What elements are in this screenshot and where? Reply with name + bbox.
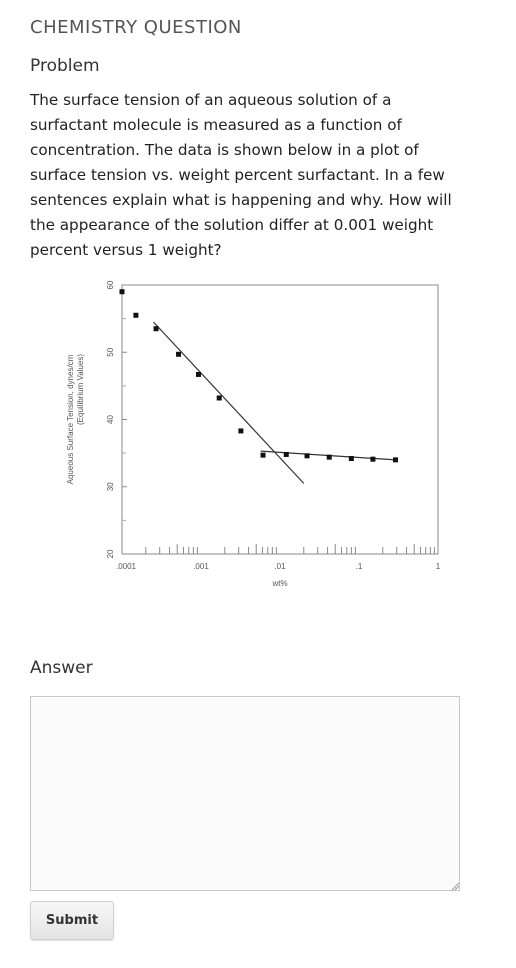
data-point (283, 451, 289, 457)
data-point (393, 457, 399, 463)
y-tick-label: 50 (106, 347, 115, 356)
x-axis-label: wt% (271, 579, 287, 588)
y-tick-label: 20 (106, 549, 115, 558)
data-point (153, 326, 159, 332)
x-tick-label: .001 (193, 562, 209, 571)
y-tick-label: 60 (106, 280, 115, 289)
answer-heading: Answer (30, 658, 93, 678)
answer-textarea[interactable] (30, 696, 460, 891)
page-title: CHEMISTRY QUESTION (30, 17, 242, 38)
submit-button[interactable]: Submit (30, 901, 114, 940)
x-tick-label: 1 (436, 562, 441, 571)
x-tick-label: .01 (274, 562, 286, 571)
surface-tension-chart: 20 30 40 50 60 .0001 .001 .01 .1 1 wt% Aqueous Surf… (66, 280, 441, 588)
fit-line (152, 321, 305, 484)
question-text: The surface tension of an aqueous soluti… (30, 91, 452, 259)
data-point (119, 289, 125, 295)
problem-heading: Problem (30, 56, 100, 76)
data-point (260, 452, 266, 458)
data-point (348, 456, 354, 462)
data-point (176, 351, 182, 357)
data-point (196, 371, 202, 377)
data-point (216, 395, 222, 401)
data-point (370, 456, 376, 462)
data-point (238, 428, 244, 434)
plot-frame (121, 284, 439, 555)
resize-handle-icon[interactable] (450, 881, 460, 891)
x-tick-label: .0001 (116, 562, 137, 571)
y-tick-label: 30 (106, 482, 115, 491)
y-axis-sublabel: (Equilibrium Values) (76, 354, 85, 425)
y-tick-label: 40 (106, 415, 115, 424)
data-point (326, 454, 332, 460)
data-point (133, 312, 139, 318)
y-axis-label: Aqueous Surface Tension, dynes/cm (66, 354, 75, 484)
x-tick-label: .1 (356, 562, 363, 571)
data-point (304, 453, 310, 459)
